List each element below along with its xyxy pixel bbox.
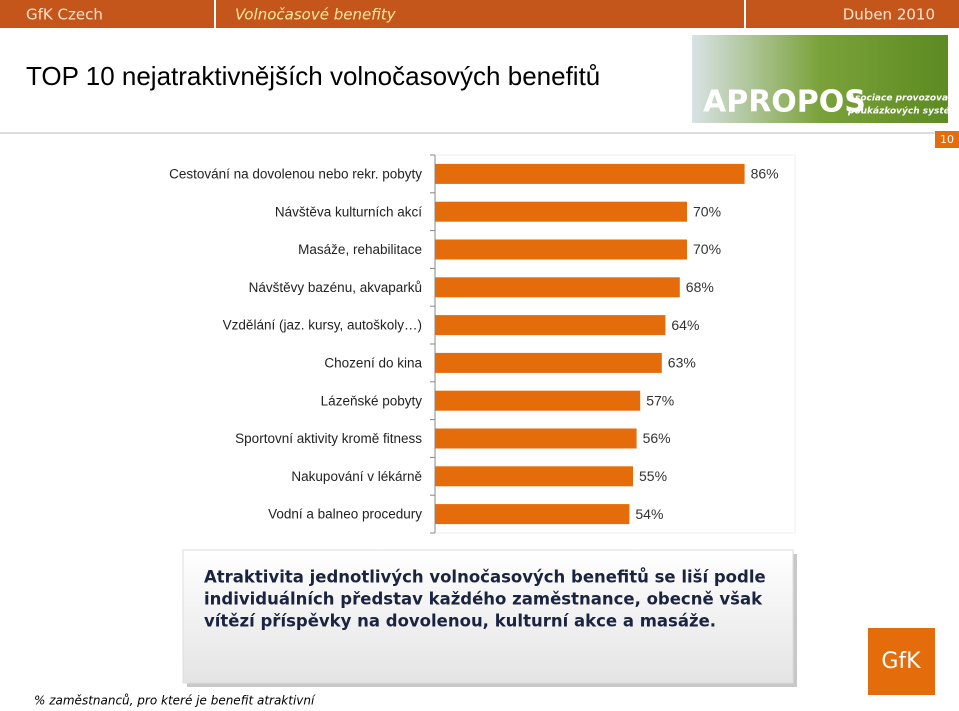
value-label: 63% — [668, 355, 696, 371]
bar — [435, 277, 680, 298]
bar — [435, 201, 687, 222]
logo-tagline: poukázkových systémů — [847, 106, 959, 117]
header-company: GfK Czech — [26, 6, 103, 24]
page-number: 10 — [940, 133, 954, 146]
callout-box — [182, 549, 794, 684]
bar — [435, 352, 662, 373]
category-label: Sportovní aktivity kromě fitness — [235, 431, 422, 446]
category-label: Masáže, rehabilitace — [298, 242, 422, 257]
value-label: 70% — [693, 203, 721, 219]
bar — [435, 390, 641, 411]
logo-image — [692, 35, 948, 123]
category-label: Vzdělání (jaz. kursy, autoškoly…) — [223, 318, 422, 333]
bar — [435, 504, 630, 525]
category-label: Nakupování v lékárně — [291, 469, 422, 484]
callout-line: individuálních představ každého zaměstna… — [204, 590, 763, 609]
category-label: Návštěva kulturních akcí — [275, 204, 422, 219]
category-label: Cestování na dovolenou nebo rekr. pobyty — [169, 166, 422, 181]
bar — [435, 466, 633, 487]
footnote: % zaměstnanců, pro které je benefit atra… — [34, 694, 316, 708]
brand-text: GfK — [881, 649, 921, 674]
page-number-box — [935, 131, 959, 148]
logo-name: APROPOS — [703, 85, 866, 120]
bar — [435, 239, 687, 260]
header-topic: Volnočasové benefity — [235, 6, 397, 24]
value-label: 86% — [751, 166, 779, 182]
logo-tagline: Asociace provozovatelů — [847, 93, 959, 104]
header-bar — [0, 0, 959, 28]
bar — [435, 163, 745, 184]
callout-line: vítězí příspěvky na dovolenou, kulturní … — [204, 612, 716, 631]
value-label: 68% — [686, 279, 714, 295]
category-label: Chození do kina — [324, 355, 422, 370]
chart: Cestování na dovolenou nebo rekr. pobyty… — [169, 154, 796, 534]
header-date: Duben 2010 — [843, 6, 935, 24]
category-label: Návštěvy bazénu, akvaparků — [249, 280, 422, 295]
value-label: 70% — [693, 241, 721, 257]
value-label: 56% — [643, 430, 671, 446]
slide-title: TOP 10 nejatraktivnějších volnočasových … — [26, 61, 600, 91]
value-label: 64% — [671, 317, 699, 333]
value-label: 55% — [639, 468, 667, 484]
value-label: 57% — [646, 392, 674, 408]
bar — [435, 315, 666, 336]
bar — [435, 428, 637, 449]
category-label: Lázeňské pobyty — [321, 393, 423, 408]
callout-line: Atraktivita jednotlivých volnočasových b… — [204, 568, 766, 587]
value-label: 54% — [635, 506, 663, 522]
brand-logo — [868, 628, 935, 695]
category-label: Vodní a balneo procedury — [268, 507, 422, 522]
